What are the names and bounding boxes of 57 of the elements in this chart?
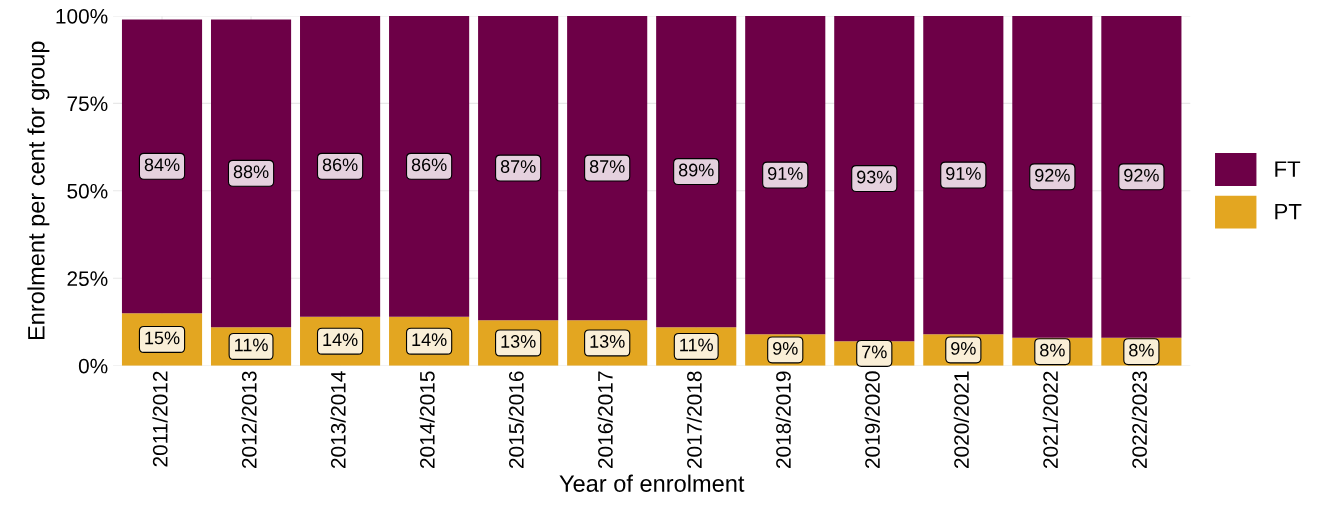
legend-label: PT (1275, 203, 1302, 220)
data-label: 86% (411, 158, 447, 172)
y-tick-label: 25% (67, 271, 108, 286)
x-axis-title: Year of enrolment (559, 474, 745, 492)
bar (121, 19, 203, 314)
data-label: 89% (678, 163, 714, 177)
y-tick-label: 50% (67, 183, 108, 199)
bar (567, 15, 648, 321)
bar (656, 15, 737, 328)
y-tick-label: 100% (56, 8, 108, 24)
bar (300, 15, 381, 317)
x-tick-label: 2017/2018 (686, 371, 702, 468)
data-label: 88% (233, 165, 269, 179)
data-label: 93% (857, 170, 892, 184)
x-tick-label: 2019/2020 (864, 371, 880, 468)
x-tick-label: 2015/2016 (508, 371, 524, 468)
data-label: 15% (145, 331, 180, 345)
bar (745, 15, 826, 335)
bar (478, 15, 559, 321)
data-label: 13% (590, 335, 625, 348)
data-label: 84% (144, 158, 180, 172)
bar (389, 15, 470, 317)
bar (1012, 15, 1093, 338)
x-tick-label: 2014/2015 (419, 371, 435, 468)
y-tick-label: 0% (78, 358, 108, 374)
x-tick-label: 2021/2022 (1042, 371, 1058, 468)
data-label: 91% (946, 167, 981, 180)
x-tick-label: 2012/2013 (241, 371, 257, 468)
data-label: 87% (500, 160, 536, 173)
data-label: 11% (235, 338, 268, 352)
data-label: 87% (589, 160, 625, 173)
data-label: 9% (773, 342, 798, 355)
y-tick-label: 75% (67, 96, 108, 112)
y-axis-title: Enrolment per cent for group (27, 41, 50, 340)
x-tick-label: 2020/2021 (953, 371, 969, 468)
x-tick-label: 2022/2023 (1131, 371, 1147, 468)
x-tick-label: 2016/2017 (597, 371, 613, 468)
data-label: 9% (951, 342, 976, 355)
x-tick-label: 2011/2012 (152, 371, 168, 467)
data-label: 14% (412, 333, 447, 346)
bar (923, 15, 1004, 335)
data-label: 91% (768, 167, 803, 180)
bar (1101, 15, 1182, 338)
legend-label: FT (1275, 161, 1301, 177)
data-label: 86% (322, 158, 358, 172)
data-label: 11% (680, 338, 713, 352)
data-label: 8% (1129, 343, 1154, 357)
x-tick-label: 2013/2014 (330, 371, 346, 468)
data-label: 92% (1124, 168, 1159, 182)
bar (834, 15, 915, 342)
data-label: 13% (501, 335, 536, 348)
data-label: 7% (862, 345, 887, 359)
bar (210, 19, 292, 328)
x-tick-label: 2018/2019 (775, 371, 791, 468)
data-label: 14% (323, 333, 358, 346)
data-label: 92% (1035, 168, 1070, 182)
data-label: 8% (1040, 343, 1065, 357)
